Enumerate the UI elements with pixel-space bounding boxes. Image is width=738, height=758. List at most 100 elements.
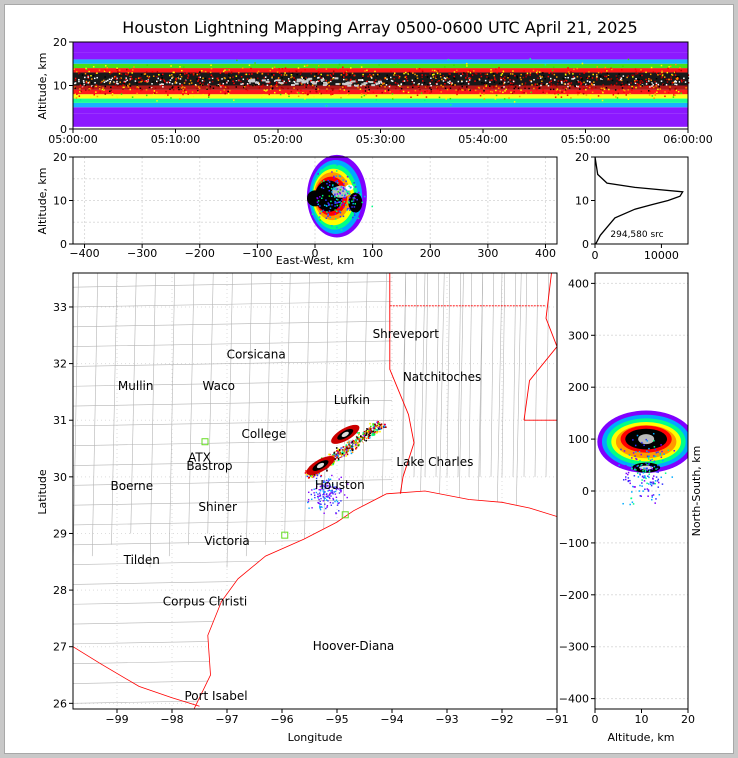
map-source-point [370,430,373,433]
time-source-point [98,86,101,89]
time-source-point [664,91,666,93]
time-source-point [600,71,603,74]
ns-ytick-label: 200 [568,381,589,394]
map-source-point [317,493,319,495]
time-source-point [127,84,129,87]
time-source-point [383,82,385,85]
time-source-point [582,92,585,95]
map-source-point [337,488,340,490]
time-source-point [247,84,249,86]
time-source-point [347,69,349,72]
map-source-point [313,492,315,494]
time-source-point [628,83,630,86]
time-source-point [74,86,76,89]
map-source-point [347,449,349,452]
time-core-point [251,80,256,83]
ns-source-point [655,498,657,500]
time-source-point [119,74,121,76]
time-source-point [365,93,367,96]
time-source-point [437,70,439,72]
time-source-point [217,79,220,81]
time-source-point [466,73,468,76]
time-source-point [679,66,681,69]
time-source-point [522,76,525,79]
map-ytick-label: 33 [53,301,67,314]
time-source-point [90,75,92,77]
map-source-point [362,433,364,436]
time-source-point [414,78,417,80]
time-source-point [348,90,350,93]
time-source-point [342,76,344,78]
time-source-point [346,78,348,81]
map-source-point [340,451,343,454]
ns-source-point [654,482,656,485]
time-source-point [224,69,226,71]
time-source-point [616,78,618,80]
county-line [245,273,253,557]
map-source-point [333,461,335,463]
time-source-point [660,77,663,79]
ns-source-point [647,475,649,477]
time-source-point [558,81,561,83]
time-source-point [534,83,537,85]
map-source-point [334,493,337,495]
time-source-point [484,79,487,82]
ns-ytick-label: 0 [582,485,589,498]
time-source-point [480,75,483,78]
time-source-point [564,75,567,78]
time-source-point [435,82,437,85]
county-line [534,273,539,477]
map-source-point [322,485,324,487]
ew-source-point [342,190,344,192]
time-source-point [96,95,99,98]
time-source-point [556,76,558,78]
map-source-point [328,486,331,488]
time-source-point [607,75,610,78]
map-source-point [345,444,348,446]
map-source-point [347,448,349,451]
time-source-point [136,82,138,84]
time-source-point [660,64,663,67]
ew-source-point [346,208,349,210]
ew-source-point [310,208,313,211]
time-source-point [94,81,96,84]
city-label: Bastrop [186,459,232,473]
time-source-point [161,73,164,76]
time-source-point [381,83,384,85]
map-source-point [339,446,342,448]
time-source-point [164,81,166,83]
time-source-point [538,87,540,89]
map-source-point [373,429,376,432]
time-source-point [339,83,341,85]
time-source-point [469,77,472,80]
ew-source-point [333,188,336,191]
time-source-point [631,74,633,77]
time-source-point [147,77,150,79]
time-source-point [83,83,86,86]
ew-source-point [338,210,341,212]
time-source-point [271,73,273,75]
time-source-point [637,78,639,81]
time-core-point [290,83,295,86]
map-source-point [341,451,344,453]
county-line [496,273,503,545]
time-source-point [602,84,604,86]
county-line [424,273,429,477]
time-source-point [441,78,443,81]
time-source-point [652,83,654,86]
map-ytick-label: 29 [53,527,67,540]
time-source-point [297,95,300,98]
time-source-point [197,78,200,81]
time-source-point [179,83,181,85]
time-source-point [665,78,668,81]
time-source-point [448,78,450,80]
time-source-point [185,91,187,93]
map-source-point [340,476,342,479]
time-xtick-label: 05:00:00 [48,133,97,146]
time-source-point [449,81,452,84]
map-source-point [373,426,376,428]
time-source-point [274,91,276,94]
time-source-point [329,80,332,83]
time-source-point [455,89,457,91]
map-source-point [305,470,307,472]
